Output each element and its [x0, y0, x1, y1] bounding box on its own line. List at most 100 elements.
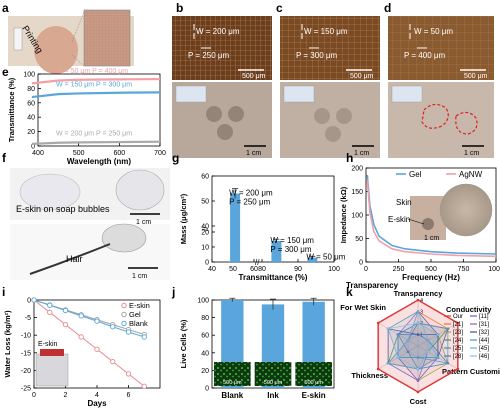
series-line — [31, 91, 161, 99]
radar-point — [406, 350, 410, 354]
radar-axis-label: Pattern Customizability — [442, 367, 500, 376]
legend-marker — [121, 320, 127, 327]
legend-marker — [121, 302, 127, 309]
chart-j: 0 20 40 60 80 100 Live Cells (%) 500 μm Blank 500… — [179, 298, 335, 400]
panel-b: b W = 200 μm P = 250 μm 500 μm 1 cm — [172, 1, 272, 158]
radar-axis-label: Cost — [410, 397, 427, 406]
panel-e: e 400 500 600 700 0 20 40 60 80 100 Wavelength (nm… — [2, 65, 166, 166]
y-tick-label: 60 — [201, 333, 209, 340]
panel-f: f E-skin on soap bubbles 1 cm Hair 1 cm — [2, 151, 170, 280]
y-tick-label: 20 — [201, 230, 209, 237]
series-line — [366, 174, 497, 255]
fluorescence-image — [254, 362, 292, 386]
hair-label: Hair — [66, 254, 83, 264]
radar-axis-label: Thickness — [351, 371, 388, 380]
fluorescence-image — [214, 362, 251, 386]
radar-point — [386, 327, 390, 331]
radar-point — [416, 333, 420, 336]
radar-point — [416, 310, 420, 313]
photo-vial — [35, 353, 69, 387]
y-tick-label: 80 — [201, 315, 209, 322]
radar-axis-label: For Wet Skin — [340, 303, 386, 312]
mass-bar — [271, 241, 282, 262]
x-tick-label: 4 — [95, 392, 99, 399]
data-point — [78, 334, 84, 340]
radar-axis-label: Conductivity — [446, 305, 492, 314]
y-tick-label: 200 — [351, 166, 363, 173]
scale-c-bottom: 1 cm — [354, 150, 369, 157]
x-axis-label: Wavelength (nm) — [67, 157, 131, 166]
radar-point — [416, 379, 420, 382]
radar-point — [426, 350, 430, 354]
data-point — [110, 358, 116, 365]
legend-label: Gel — [409, 170, 422, 179]
mass-bar — [230, 193, 241, 262]
data-point — [94, 318, 100, 324]
legend-label: [21] — [453, 322, 463, 328]
radar-axis-label: Transparency — [394, 289, 444, 298]
radar-point — [416, 321, 420, 325]
y-tick-label: 40 — [201, 224, 209, 231]
panel-c: c W = 150 μm P = 300 μm 500 μm 1 cm — [276, 1, 380, 158]
data-point — [62, 307, 69, 314]
series-line — [366, 179, 497, 258]
radar-point — [416, 356, 420, 359]
panel-label-d: d — [384, 1, 391, 15]
y-tick-label: 100 — [23, 72, 35, 79]
legend-label: AgNW — [459, 170, 483, 179]
legend-label: [45] — [479, 346, 489, 352]
transparency-label: Transparency — [346, 281, 399, 290]
legend-label: Our — [453, 314, 463, 320]
y-tick-label: -25 — [21, 386, 31, 393]
data-point — [78, 313, 84, 319]
radar-point — [406, 338, 410, 342]
panel-label-f: f — [2, 151, 7, 165]
scale-d-bottom: 1 cm — [464, 150, 479, 157]
panel-label-c: c — [276, 1, 283, 15]
finger-zoom-inset — [83, 9, 131, 67]
mass-bar — [307, 257, 318, 262]
y-tick-label: 50 — [201, 199, 209, 206]
y-tick-label: -15 — [21, 350, 31, 357]
legend-label: Gel — [129, 310, 141, 319]
w-label-c: W = 150 μm — [304, 27, 348, 36]
x-tick-label: 100 — [328, 266, 340, 273]
bar-label-p: P = 300 μm — [270, 245, 311, 254]
data-point — [62, 321, 69, 328]
legend-label: [44] — [479, 338, 489, 344]
radar-point — [376, 367, 380, 371]
x-break-mark: // — [255, 258, 260, 267]
finger-shape — [34, 26, 78, 74]
legend-label: [11] — [479, 314, 489, 320]
p-label-c: P = 300 μm — [296, 51, 337, 60]
panel-label-e: e — [2, 65, 9, 79]
y-tick-label: -10 — [21, 333, 31, 340]
series-label: W = 50 μm P = 400 μm — [56, 68, 128, 75]
legend-label: [31] — [479, 322, 489, 328]
fluorescence-image — [295, 362, 332, 386]
chart-e: 400 500 600 700 0 20 40 60 80 100 Wavelength (nm) T… — [7, 68, 166, 166]
y-tick-label: 0 — [27, 298, 31, 305]
radar-point — [446, 361, 450, 365]
y-tick-label: 10 — [201, 245, 209, 252]
bar-label-w: W = 150 μm — [270, 236, 314, 245]
series-label: W = 150 μm P = 300 μm — [56, 81, 132, 88]
x-tick-label: 2 — [64, 392, 68, 399]
w-label-b: W = 200 μm — [196, 27, 240, 36]
x-axis-label: Transmittance (%) — [239, 273, 308, 282]
p-label-b: P = 250 μm — [188, 51, 229, 60]
bar-label-w: W = 50 μm — [306, 253, 345, 262]
panel-label-j: j — [171, 285, 175, 299]
p-label-d: P = 400 μm — [404, 51, 445, 60]
plot-frame — [37, 73, 161, 147]
data-point — [125, 329, 132, 335]
radar-point — [426, 338, 430, 342]
legend-label: Blank — [129, 319, 148, 328]
scale-f-top: 1 cm — [136, 219, 151, 226]
panel-label-g: g — [172, 151, 179, 165]
x-tick-label: 50 — [229, 266, 237, 273]
